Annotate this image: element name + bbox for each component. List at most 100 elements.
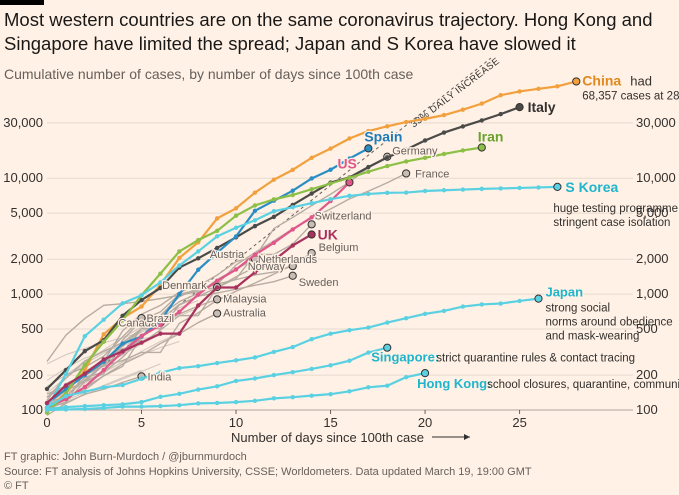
spain-point-4: [120, 341, 125, 346]
australia-end-marker: [213, 309, 222, 318]
label-italy: Italy: [528, 99, 556, 115]
japan-point-23: [479, 302, 484, 307]
uk-point-3: [101, 357, 106, 362]
italy-point-19: [403, 147, 409, 152]
hong-kong-point-11: [252, 398, 258, 404]
hong-kong-point-9: [214, 400, 220, 406]
hong-kong-point-10: [233, 399, 239, 405]
iran-point-21: [441, 151, 447, 157]
italy-line: [46, 106, 520, 390]
label-belgium: Belgium: [319, 242, 359, 254]
x-tick-0: 0: [43, 415, 50, 430]
sweden-end-marker: [288, 271, 297, 280]
s-korea-point-26: [536, 185, 541, 190]
japan-point-22: [460, 304, 466, 309]
belgium-end-marker: [307, 249, 316, 258]
spain-point-10: [233, 234, 239, 239]
iran-end-marker: [477, 143, 486, 152]
note-china-0: had: [630, 73, 652, 88]
hong-kong-point-12: [271, 396, 277, 401]
label-austria: Austria: [210, 249, 245, 261]
singapore-point-9: [214, 384, 220, 389]
china-point-10: [233, 206, 239, 211]
japan-point-10: [233, 358, 239, 363]
uk-point-2: [82, 371, 88, 376]
s-korea-point-24: [498, 186, 503, 191]
italy-point-18: [385, 155, 390, 160]
china-point-27: [555, 84, 560, 89]
china-point-14: [309, 155, 314, 160]
singapore-point-10: [233, 378, 239, 384]
s-korea-end-marker: [553, 182, 562, 191]
uk-point-6: [158, 331, 163, 336]
spain-point-8: [196, 267, 201, 272]
label-s-korea: S Korea: [565, 179, 618, 195]
label-japan: Japan: [545, 285, 583, 300]
s-korea-point-4: [120, 301, 125, 306]
iran-point-6: [158, 271, 163, 276]
s-korea-point-3: [101, 317, 106, 322]
spain-line: [46, 147, 369, 405]
us-point-12: [271, 240, 277, 246]
chart-subtitle: Cumulative number of cases, by number of…: [4, 66, 414, 82]
y-tick-right-30000: 30,000: [636, 115, 676, 130]
note-japan-0: strong social: [545, 303, 610, 315]
series-lines: [44, 77, 581, 416]
s-korea-point-25: [517, 185, 522, 191]
iran-point-14: [309, 186, 314, 192]
hong-kong-point-16: [347, 389, 352, 394]
iran-point-9: [214, 228, 220, 234]
japan-point-14: [309, 337, 314, 342]
singapore-point-13: [290, 369, 295, 375]
x-tick-5: 5: [138, 415, 145, 430]
y-tick-left-2000: 2,000: [10, 251, 43, 266]
us-point-1: [63, 396, 69, 402]
japan-point-3: [101, 385, 106, 390]
singapore-point-6: [158, 394, 163, 399]
label-australia: Australia: [223, 307, 267, 319]
malaysia-end-marker: [213, 295, 222, 304]
china-point-2: [82, 368, 88, 373]
spain-point-14: [309, 176, 314, 181]
note-hong-kong-0: school closures, quarantine, community r…: [487, 379, 679, 391]
singapore-point-15: [328, 363, 333, 368]
s-korea-point-10: [233, 225, 239, 230]
y-tick-left-1000: 1,000: [10, 286, 43, 301]
china-point-19: [403, 119, 409, 125]
japan-point-18: [385, 320, 390, 325]
japan-point-9: [214, 360, 220, 366]
label-spain: Spain: [364, 128, 402, 144]
x-tick-25: 25: [512, 415, 526, 430]
label-brazil: Brazil: [147, 313, 175, 325]
footer-source: Source: FT analysis of Johns Hopkins Uni…: [4, 466, 532, 478]
iran-point-13: [290, 192, 295, 198]
italy-point-4: [120, 313, 125, 318]
s-korea-point-19: [403, 190, 409, 195]
hong-kong-point-14: [309, 393, 314, 398]
japan-point-8: [196, 363, 201, 369]
china-point-18: [385, 124, 390, 129]
uk-point-13: [290, 243, 295, 248]
china-end-marker: [572, 77, 581, 86]
china-point-5: [139, 304, 144, 309]
china-point-7: [177, 255, 182, 261]
y-tick-left-5000: 5,000: [10, 205, 43, 220]
switzerland-end-marker: [307, 220, 316, 229]
china-point-16: [347, 136, 352, 141]
singapore-end-marker: [383, 343, 392, 352]
y-tick-right-10000: 10,000: [636, 170, 676, 185]
us-point-13: [290, 227, 295, 232]
italy-point-5: [139, 297, 144, 303]
china-point-17: [366, 128, 371, 134]
s-korea-point-7: [177, 263, 182, 268]
italy-point-0: [44, 386, 50, 392]
hong-kong-point-15: [328, 391, 333, 397]
italy-point-2: [82, 348, 88, 354]
label-us: US: [337, 155, 356, 171]
iran-point-16: [347, 175, 352, 181]
label-norway: Norway: [248, 261, 286, 273]
singapore-point-7: [177, 391, 182, 396]
china-point-3: [101, 332, 106, 337]
y-tick-left-30000: 30,000: [3, 115, 43, 130]
